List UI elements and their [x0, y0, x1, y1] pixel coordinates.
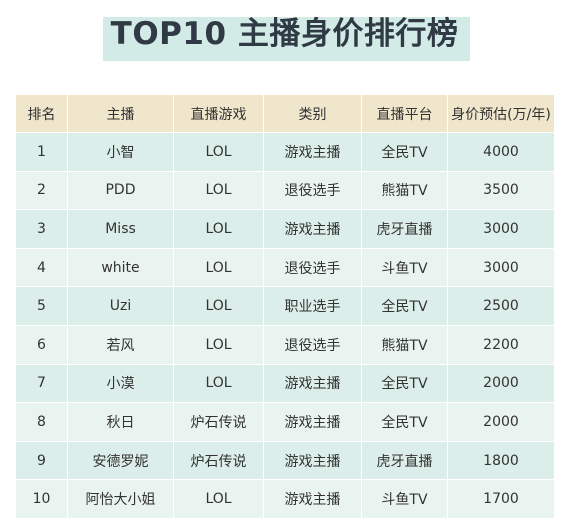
table-row: 4 white LOL 退役选手 斗鱼TV 3000 — [16, 248, 555, 288]
table-row: 1 小智 LOL 游戏主播 全民TV 4000 — [16, 133, 555, 172]
cell-game: LOL — [174, 364, 264, 404]
cell-value: 3000 — [448, 248, 555, 288]
cell-value: 2200 — [448, 325, 555, 365]
table-row: 2 PDD LOL 退役选手 熊猫TV 3500 — [16, 171, 555, 211]
cell-category: 游戏主播 — [264, 441, 362, 481]
cell-value: 2500 — [448, 287, 555, 326]
cell-game: LOL — [174, 248, 264, 288]
cell-streamer: 小漠 — [68, 364, 174, 404]
table-body: 1 小智 LOL 游戏主播 全民TV 4000 2 PDD LOL 退役选手 熊猫TV 3500 3 Mi… — [16, 133, 555, 519]
cell-game: LOL — [174, 210, 264, 249]
cell-rank: 1 — [16, 133, 68, 172]
cell-game: LOL — [174, 287, 264, 326]
cell-rank: 10 — [16, 480, 68, 519]
cell-game: LOL — [174, 325, 264, 365]
cell-platform: 虎牙直播 — [362, 210, 448, 249]
page-title: TOP10 主播身价排行榜 — [110, 16, 459, 52]
cell-category: 退役选手 — [264, 325, 362, 365]
cell-value: 1800 — [448, 441, 555, 481]
cell-value: 3500 — [448, 171, 555, 211]
cell-value: 2000 — [448, 364, 555, 404]
header-rank: 排名 — [16, 95, 68, 133]
cell-value: 4000 — [448, 133, 555, 172]
cell-streamer: 若风 — [68, 325, 174, 365]
cell-rank: 2 — [16, 171, 68, 211]
title-highlight — [103, 17, 470, 61]
cell-category: 职业选手 — [264, 287, 362, 326]
header-game: 直播游戏 — [174, 95, 264, 133]
cell-platform: 熊猫TV — [362, 171, 448, 211]
table-row: 9 安德罗妮 炉石传说 游戏主播 虎牙直播 1800 — [16, 441, 555, 481]
cell-game: LOL — [174, 171, 264, 211]
table-header-row: 排名 主播 直播游戏 类别 直播平台 身价预估(万/年) — [16, 95, 555, 133]
cell-streamer: 阿怡大小姐 — [68, 480, 174, 519]
header-value: 身价预估(万/年) — [448, 95, 555, 133]
cell-streamer: Uzi — [68, 287, 174, 326]
cell-rank: 4 — [16, 248, 68, 288]
cell-category: 游戏主播 — [264, 364, 362, 404]
cell-game: 炉石传说 — [174, 403, 264, 442]
cell-platform: 熊猫TV — [362, 325, 448, 365]
cell-game: 炉石传说 — [174, 441, 264, 481]
cell-rank: 8 — [16, 403, 68, 442]
table-row: 3 Miss LOL 游戏主播 虎牙直播 3000 — [16, 210, 555, 249]
cell-rank: 7 — [16, 364, 68, 404]
table-row: 7 小漠 LOL 游戏主播 全民TV 2000 — [16, 364, 555, 404]
cell-value: 1700 — [448, 480, 555, 519]
cell-streamer: white — [68, 248, 174, 288]
cell-platform: 全民TV — [362, 287, 448, 326]
cell-platform: 斗鱼TV — [362, 248, 448, 288]
table-row: 6 若风 LOL 退役选手 熊猫TV 2200 — [16, 325, 555, 365]
cell-streamer: 安德罗妮 — [68, 441, 174, 481]
cell-category: 游戏主播 — [264, 403, 362, 442]
cell-value: 2000 — [448, 403, 555, 442]
cell-platform: 斗鱼TV — [362, 480, 448, 519]
cell-platform: 虎牙直播 — [362, 441, 448, 481]
cell-streamer: 小智 — [68, 133, 174, 172]
table-row: 10 阿怡大小姐 LOL 游戏主播 斗鱼TV 1700 — [16, 480, 555, 519]
cell-game: LOL — [174, 480, 264, 519]
cell-streamer: PDD — [68, 171, 174, 211]
cell-category: 退役选手 — [264, 171, 362, 211]
cell-value: 3000 — [448, 210, 555, 249]
header-category: 类别 — [264, 95, 362, 133]
cell-platform: 全民TV — [362, 133, 448, 172]
cell-category: 退役选手 — [264, 248, 362, 288]
cell-platform: 全民TV — [362, 364, 448, 404]
title-area: TOP10 主播身价排行榜 — [0, 0, 569, 80]
cell-rank: 5 — [16, 287, 68, 326]
cell-category: 游戏主播 — [264, 133, 362, 172]
cell-category: 游戏主播 — [264, 480, 362, 519]
cell-rank: 9 — [16, 441, 68, 481]
cell-game: LOL — [174, 133, 264, 172]
cell-category: 游戏主播 — [264, 210, 362, 249]
cell-platform: 全民TV — [362, 403, 448, 442]
table-row: 8 秋日 炉石传说 游戏主播 全民TV 2000 — [16, 403, 555, 442]
table-row: 5 Uzi LOL 职业选手 全民TV 2500 — [16, 287, 555, 326]
ranking-table: 排名 主播 直播游戏 类别 直播平台 身价预估(万/年) 1 小智 LOL 游戏主播全… — [16, 95, 555, 519]
cell-streamer: 秋日 — [68, 403, 174, 442]
cell-streamer: Miss — [68, 210, 174, 249]
cell-rank: 6 — [16, 325, 68, 365]
cell-rank: 3 — [16, 210, 68, 249]
header-platform: 直播平台 — [362, 95, 448, 133]
header-streamer: 主播 — [68, 95, 174, 133]
